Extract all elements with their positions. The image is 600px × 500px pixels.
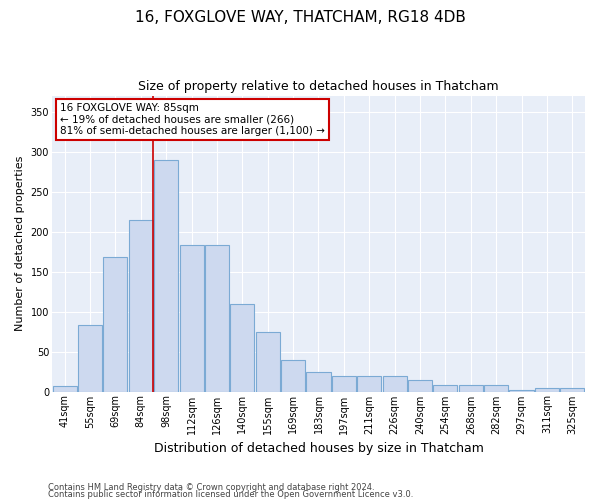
Bar bbox=[230, 304, 254, 392]
Bar bbox=[307, 372, 331, 392]
Bar bbox=[383, 376, 407, 392]
Bar bbox=[154, 160, 178, 392]
Bar bbox=[332, 376, 356, 392]
Bar bbox=[129, 220, 153, 392]
Bar bbox=[408, 380, 432, 392]
Bar bbox=[459, 385, 483, 392]
Bar bbox=[78, 325, 102, 392]
Text: Contains HM Land Registry data © Crown copyright and database right 2024.: Contains HM Land Registry data © Crown c… bbox=[48, 484, 374, 492]
Text: 16 FOXGLOVE WAY: 85sqm
← 19% of detached houses are smaller (266)
81% of semi-de: 16 FOXGLOVE WAY: 85sqm ← 19% of detached… bbox=[60, 103, 325, 136]
Bar bbox=[281, 360, 305, 392]
Bar bbox=[484, 385, 508, 392]
Y-axis label: Number of detached properties: Number of detached properties bbox=[15, 156, 25, 331]
Bar bbox=[357, 376, 382, 392]
Bar bbox=[509, 390, 533, 392]
Bar bbox=[433, 385, 457, 392]
Bar bbox=[560, 388, 584, 392]
Text: 16, FOXGLOVE WAY, THATCHAM, RG18 4DB: 16, FOXGLOVE WAY, THATCHAM, RG18 4DB bbox=[134, 10, 466, 25]
Text: Contains public sector information licensed under the Open Government Licence v3: Contains public sector information licen… bbox=[48, 490, 413, 499]
Title: Size of property relative to detached houses in Thatcham: Size of property relative to detached ho… bbox=[138, 80, 499, 93]
X-axis label: Distribution of detached houses by size in Thatcham: Distribution of detached houses by size … bbox=[154, 442, 484, 455]
Bar bbox=[53, 386, 77, 392]
Bar bbox=[103, 257, 127, 392]
Bar bbox=[179, 245, 203, 392]
Bar bbox=[535, 388, 559, 392]
Bar bbox=[205, 245, 229, 392]
Bar bbox=[256, 332, 280, 392]
